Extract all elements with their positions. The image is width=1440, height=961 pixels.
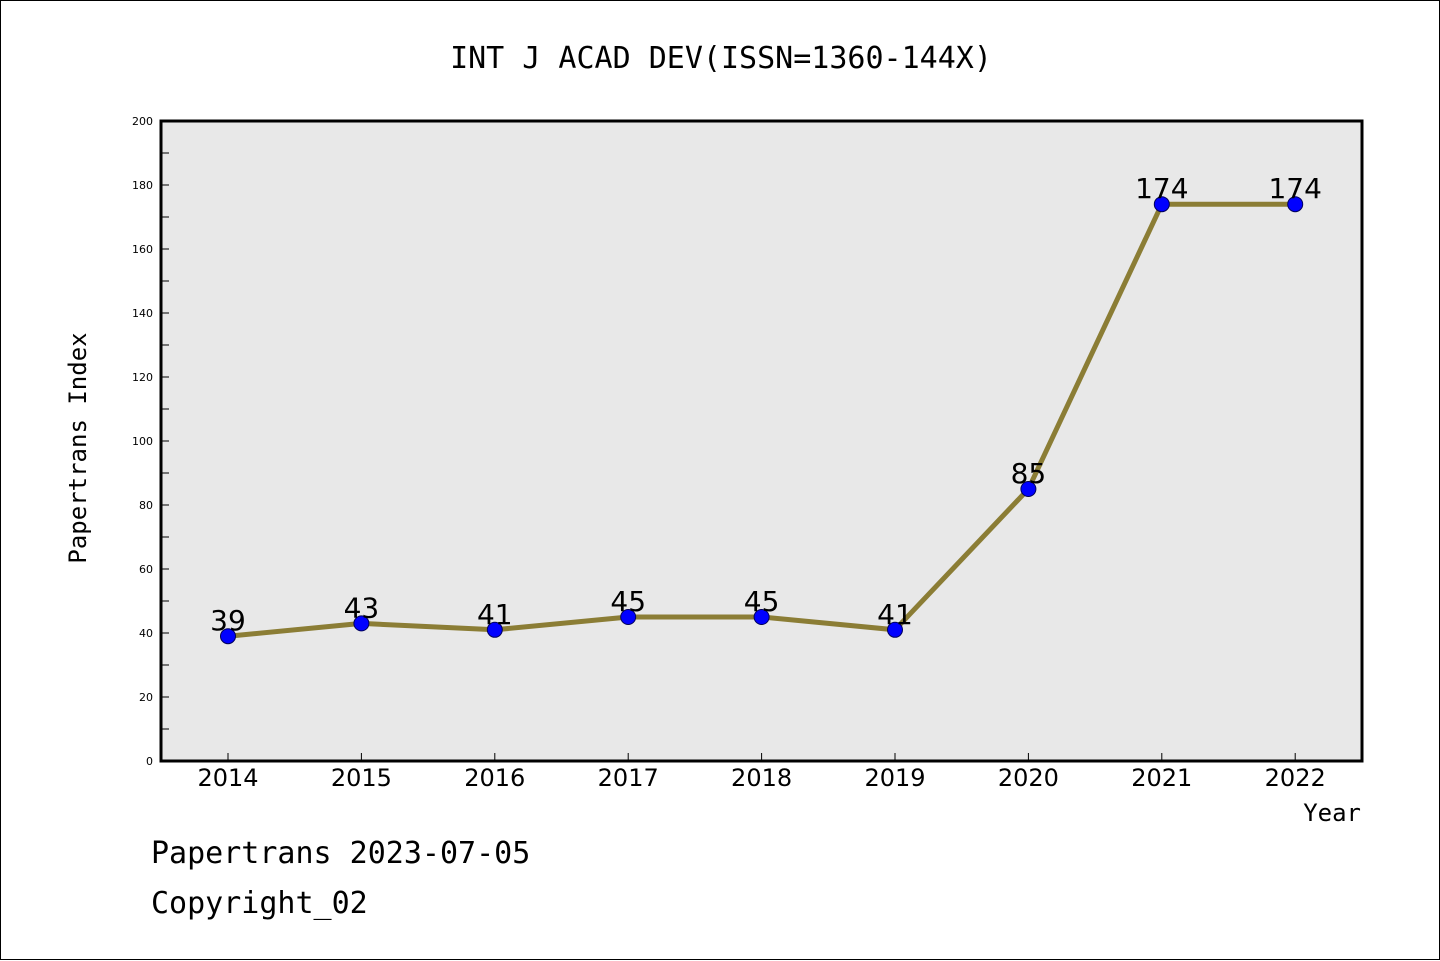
y-axis: 0 20 40 60 80 100 120 140 160 180 200 <box>132 115 169 768</box>
data-point-marker <box>753 609 770 625</box>
x-tick-label: 2017 <box>598 764 659 792</box>
x-tick-label: 2014 <box>197 764 258 792</box>
data-point-marker <box>887 621 903 638</box>
data-point-marker <box>1020 481 1037 497</box>
footer-date-line: Papertrans 2023-07-05 <box>151 836 531 871</box>
data-point-marker <box>1153 196 1170 213</box>
data-point-marker <box>486 621 503 638</box>
y-tick-label: 60 <box>139 563 153 576</box>
x-tick-label: 2018 <box>731 764 792 792</box>
y-tick-label: 160 <box>132 243 153 256</box>
y-tick-label: 180 <box>132 179 153 192</box>
y-tick-label: 120 <box>132 371 153 384</box>
y-tick-label: 40 <box>139 627 153 640</box>
data-label: 85 <box>1011 457 1047 490</box>
data-point-marker <box>620 609 637 625</box>
y-tick-label: 80 <box>139 499 153 512</box>
data-point-marker <box>353 615 370 632</box>
data-label: 174 <box>1268 172 1321 205</box>
x-tick-label: 2021 <box>1131 764 1192 792</box>
x-tick-label: 2020 <box>998 764 1059 792</box>
data-label: 41 <box>477 598 513 631</box>
plot-area <box>159 119 1364 763</box>
x-axis-label: Year <box>1303 799 1361 827</box>
chart-title: INT J ACAD DEV(ISSN=1360-144X) <box>450 41 992 76</box>
data-label: 174 <box>1135 172 1188 205</box>
y-tick-label: 100 <box>132 435 153 448</box>
data-label: 45 <box>610 585 646 618</box>
data-label: 39 <box>210 604 246 637</box>
x-tick-label: 2022 <box>1265 764 1326 792</box>
x-tick-label: 2019 <box>864 764 925 792</box>
y-tick-label: 20 <box>139 691 153 704</box>
footer-copyright-line: Copyright_02 <box>151 886 368 921</box>
x-tick-label: 2015 <box>331 764 392 792</box>
data-point-marker <box>1287 196 1304 213</box>
y-tick-label: 0 <box>146 755 153 768</box>
y-tick-label: 140 <box>132 307 153 320</box>
data-label: 45 <box>744 585 780 618</box>
series-group: 39 43 41 45 45 41 85 174 174 <box>210 172 1322 645</box>
y-axis-label: Papertrans Index <box>64 332 92 563</box>
data-label: 43 <box>344 591 380 624</box>
x-tick-label: 2016 <box>464 764 525 792</box>
data-point-marker <box>220 628 236 645</box>
x-axis: 2014 2015 2016 2017 2018 2019 2020 2021 2022 <box>197 753 1326 792</box>
y-tick-label: 200 <box>132 115 153 128</box>
data-label: 41 <box>877 598 913 631</box>
